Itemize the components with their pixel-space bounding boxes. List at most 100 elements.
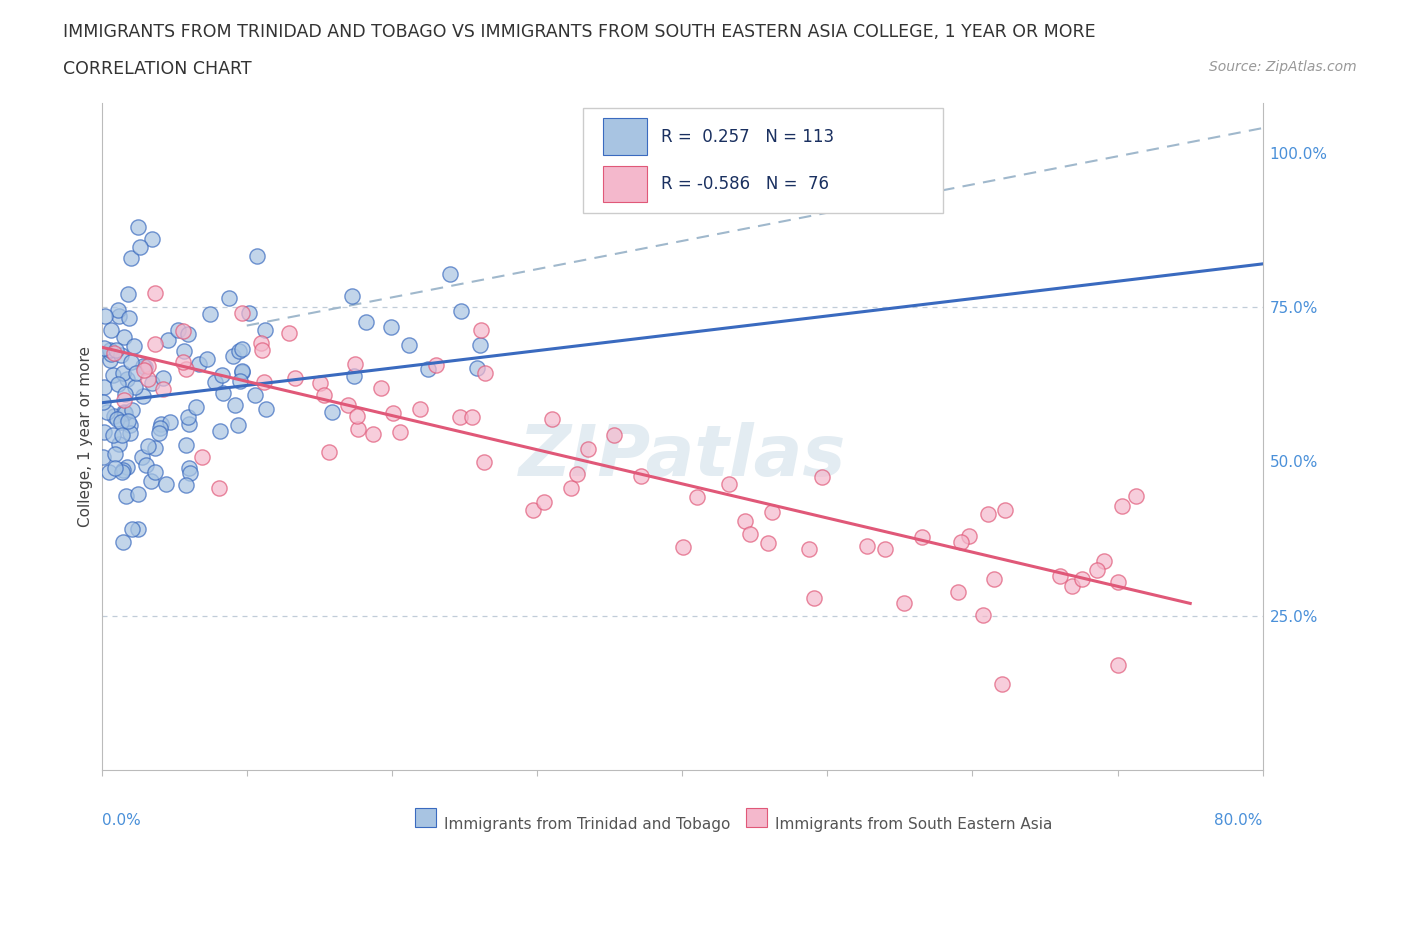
- Point: [856, 538, 879, 553]
- Point: [176, 409, 198, 424]
- Point: [148, 426, 170, 441]
- Point: [472, 454, 495, 469]
- Point: [439, 267, 461, 282]
- Point: [211, 367, 233, 382]
- Point: [208, 424, 231, 439]
- Point: [343, 369, 366, 384]
- Point: [231, 364, 253, 379]
- Point: [103, 428, 125, 443]
- Point: [533, 495, 555, 510]
- Point: [318, 445, 340, 459]
- Point: [132, 389, 155, 404]
- Point: [143, 337, 166, 352]
- Point: [172, 355, 194, 370]
- Point: [112, 534, 135, 549]
- Point: [94, 309, 117, 324]
- Point: [93, 379, 115, 394]
- Point: [450, 303, 472, 318]
- Point: [135, 458, 157, 472]
- Point: [630, 468, 652, 483]
- Point: [309, 376, 332, 391]
- Point: [110, 348, 132, 363]
- Point: [107, 411, 129, 426]
- Point: [238, 306, 260, 321]
- Point: [121, 522, 143, 537]
- Point: [312, 388, 335, 403]
- Point: [152, 371, 174, 386]
- Point: [253, 323, 276, 338]
- Point: [1125, 488, 1147, 503]
- Point: [1111, 498, 1133, 513]
- Point: [103, 346, 125, 361]
- Point: [231, 365, 253, 379]
- Point: [132, 358, 155, 373]
- Point: [799, 541, 821, 556]
- Point: [179, 466, 201, 481]
- Point: [98, 343, 121, 358]
- Point: [1085, 563, 1108, 578]
- Point: [91, 449, 114, 464]
- Point: [141, 232, 163, 246]
- Point: [1060, 578, 1083, 593]
- Point: [172, 324, 194, 339]
- Point: [893, 595, 915, 610]
- Point: [174, 478, 197, 493]
- Text: R =  0.257   N = 113: R = 0.257 N = 113: [661, 127, 834, 145]
- Point: [177, 417, 200, 432]
- Point: [139, 473, 162, 488]
- Text: Immigrants from Trinidad and Tobago: Immigrants from Trinidad and Tobago: [444, 817, 731, 832]
- Point: [143, 464, 166, 479]
- Bar: [603, 166, 647, 202]
- Text: CORRELATION CHART: CORRELATION CHART: [63, 60, 252, 78]
- Point: [803, 591, 825, 605]
- Point: [207, 481, 229, 496]
- Point: [224, 397, 246, 412]
- Point: [125, 365, 148, 380]
- Point: [112, 462, 135, 477]
- Point: [104, 447, 127, 462]
- Point: [1107, 575, 1129, 590]
- Point: [177, 326, 200, 341]
- Point: [957, 528, 980, 543]
- Point: [389, 424, 412, 439]
- Point: [143, 441, 166, 456]
- FancyBboxPatch shape: [583, 108, 943, 213]
- Point: [231, 341, 253, 356]
- Point: [253, 374, 276, 389]
- Point: [994, 503, 1017, 518]
- Point: [229, 374, 252, 389]
- Text: Immigrants from South Eastern Asia: Immigrants from South Eastern Asia: [775, 817, 1053, 832]
- Point: [120, 250, 142, 265]
- Bar: [415, 808, 436, 827]
- Point: [983, 572, 1005, 587]
- Point: [117, 413, 139, 428]
- Point: [121, 403, 143, 418]
- Bar: [603, 118, 647, 154]
- Point: [340, 288, 363, 303]
- Point: [117, 311, 139, 325]
- Point: [149, 417, 172, 432]
- Point: [277, 326, 299, 340]
- Point: [449, 410, 471, 425]
- Point: [911, 530, 934, 545]
- Point: [948, 584, 970, 599]
- Point: [246, 248, 269, 263]
- Point: [115, 371, 138, 386]
- Point: [756, 536, 779, 551]
- Point: [250, 342, 273, 357]
- Point: [221, 349, 243, 364]
- Point: [243, 387, 266, 402]
- Y-axis label: College, 1 year or more: College, 1 year or more: [79, 346, 93, 527]
- Point: [1092, 553, 1115, 568]
- Point: [578, 442, 600, 457]
- Point: [470, 323, 492, 338]
- Point: [200, 307, 222, 322]
- Point: [567, 467, 589, 482]
- Point: [226, 418, 249, 432]
- Point: [107, 303, 129, 318]
- Point: [127, 219, 149, 234]
- Point: [118, 418, 141, 432]
- Point: [212, 386, 235, 401]
- Point: [173, 343, 195, 358]
- Point: [990, 676, 1012, 691]
